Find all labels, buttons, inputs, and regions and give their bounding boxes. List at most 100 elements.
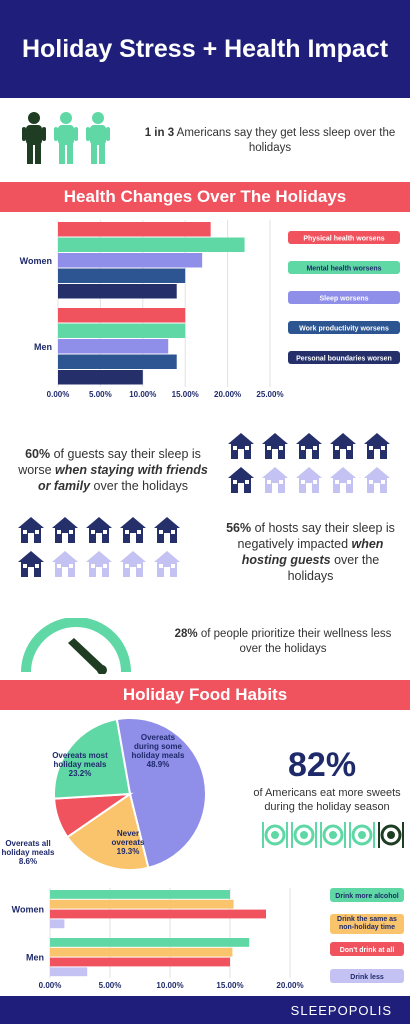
legend-label: Drink the same as xyxy=(337,916,397,923)
house-icon xyxy=(86,551,112,577)
bar xyxy=(50,938,250,947)
pie-label: holiday meals xyxy=(2,848,55,857)
bar xyxy=(58,253,203,268)
guests-stat: 60% of guests say their sleep is worse w… xyxy=(18,446,208,494)
bar xyxy=(50,899,234,909)
house-icon xyxy=(262,433,288,459)
sleep-stat-bold: 1 in 3 xyxy=(144,127,175,139)
bar xyxy=(50,967,88,977)
legend-swatch xyxy=(288,261,400,274)
legend-label: Sleep worsens xyxy=(319,296,368,303)
drinking-habits-chart: 0.00% 5.00% 10.00% 15.00% 20.00% Women Men Drin… xyxy=(12,888,404,990)
legend-swatch xyxy=(288,291,400,304)
house-icon xyxy=(154,551,180,577)
legend-label: Work productivity worsens xyxy=(299,326,389,333)
bar xyxy=(58,370,143,385)
bar xyxy=(58,339,169,354)
legend-label: Physical health worsens xyxy=(303,236,384,243)
bar xyxy=(50,919,65,929)
bar xyxy=(58,354,177,369)
pie-value-label: 8.6% xyxy=(19,857,37,866)
legend-label: Drink more alcohol xyxy=(335,893,398,900)
bar xyxy=(50,947,233,957)
pie-slice xyxy=(65,792,150,871)
guest-houses xyxy=(228,433,390,493)
x-tick-label: 20.00% xyxy=(276,981,303,990)
bar xyxy=(58,323,186,338)
plate-utensils-icon xyxy=(291,822,317,848)
legend-swatch xyxy=(288,231,400,244)
house-icon xyxy=(296,467,322,493)
pie-value-label: 19.3% xyxy=(117,847,140,856)
plate-utensils-icon xyxy=(378,822,404,848)
house-icon xyxy=(330,433,356,459)
legend-label: Drink less xyxy=(350,974,384,981)
pie-label: Overeats xyxy=(141,733,176,742)
person-icon xyxy=(54,112,78,164)
pie-label: overeats xyxy=(112,838,145,847)
hosts-stat: 56% of hosts say their sleep is negative… xyxy=(218,520,403,584)
footer-brand: SLEEPOPOLIS xyxy=(290,1003,392,1018)
x-tick-label: 25.00% xyxy=(256,390,283,399)
house-icon xyxy=(86,517,112,543)
pie-label: during some xyxy=(134,742,183,751)
house-icon xyxy=(154,517,180,543)
pie-label: Overeats all xyxy=(5,839,50,848)
bar xyxy=(50,890,230,899)
plates-icons xyxy=(262,822,404,848)
house-icon xyxy=(296,433,322,459)
house-icon xyxy=(52,551,78,577)
person-icon xyxy=(86,112,110,164)
section-title-food: Holiday Food Habits xyxy=(0,680,410,710)
wellness-stat: 28% of people prioritize their wellness … xyxy=(168,627,398,657)
pie-label: Never xyxy=(117,829,139,838)
health-changes-chart: 0.00% 5.00% 10.00% 15.00% 20.00% 25.00% Women M… xyxy=(20,220,400,399)
house-icon xyxy=(18,517,44,543)
legend-swatch xyxy=(288,321,400,334)
pie-value-label: 23.2% xyxy=(69,769,92,778)
pie-label: Overeats most xyxy=(52,751,108,760)
house-icon xyxy=(262,467,288,493)
house-icon xyxy=(52,517,78,543)
header: Holiday Stress + Health Impact xyxy=(0,0,410,98)
plate-utensils-icon xyxy=(262,822,288,848)
person-icon xyxy=(22,112,46,164)
category-label: Women xyxy=(12,905,44,915)
bar xyxy=(58,284,177,299)
house-icon xyxy=(18,551,44,577)
legend-swatch xyxy=(330,969,404,983)
section-title-health: Health Changes Over The Holidays xyxy=(0,182,410,212)
hosts-text1: of hosts say their sleep is negatively i… xyxy=(237,521,395,551)
sweets-text: of Americans eat more sweets during the … xyxy=(253,787,401,813)
x-tick-label: 0.00% xyxy=(39,981,62,990)
pie-value-label: 48.9% xyxy=(147,760,170,769)
bar xyxy=(50,957,230,967)
x-tick-label: 15.00% xyxy=(172,390,199,399)
sleep-stat: 1 in 3 Americans say they get less sleep… xyxy=(140,126,400,156)
legend-swatch xyxy=(330,914,404,934)
plate-utensils-icon xyxy=(349,822,375,848)
legend-swatch xyxy=(330,888,404,902)
bar xyxy=(50,909,266,919)
house-icon xyxy=(228,433,254,459)
gauge-icon xyxy=(21,618,131,674)
house-icon xyxy=(364,433,390,459)
x-tick-label: 10.00% xyxy=(156,981,183,990)
hosts-pct: 56% xyxy=(226,521,252,535)
bar xyxy=(58,222,211,237)
legend-label: Personal boundaries worsen xyxy=(296,356,392,363)
x-tick-label: 10.00% xyxy=(129,390,156,399)
pie-label: holiday meals xyxy=(54,760,107,769)
plate-utensils-icon xyxy=(320,822,346,848)
host-houses xyxy=(18,517,180,577)
guests-pct: 60% xyxy=(25,447,51,461)
house-icon xyxy=(330,467,356,493)
house-icon xyxy=(120,517,146,543)
guests-text2: over the holidays xyxy=(90,479,189,493)
x-tick-label: 15.00% xyxy=(216,981,243,990)
house-icon xyxy=(120,551,146,577)
legend-label: Mental health worsens xyxy=(306,266,381,273)
pie-label: holiday meals xyxy=(132,751,185,760)
wellness-pct: 28% xyxy=(174,628,198,640)
